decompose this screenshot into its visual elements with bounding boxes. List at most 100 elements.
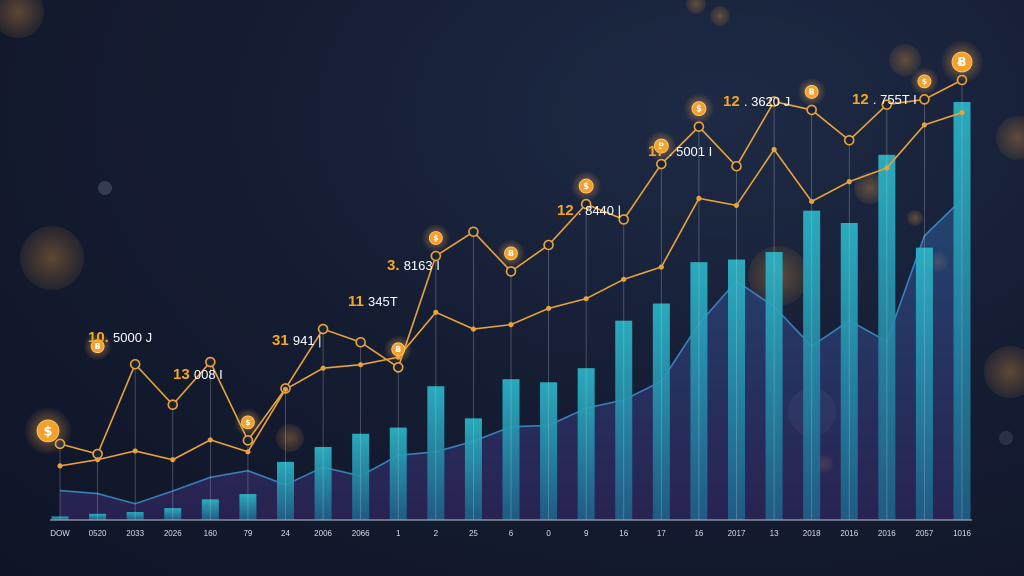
x-tick-label: 160 [204,529,218,538]
bitcoin-coin-icon [653,138,669,154]
data-point-marker [355,336,366,348]
x-tick-label: 2026 [164,529,182,538]
data-point-dot [959,109,965,116]
annotation-text: . 3620 J [744,94,790,109]
annotation-number: 12 [557,202,578,219]
dollar-coin-icon [578,178,594,194]
bokeh-circle [276,424,304,452]
bokeh-circle [996,116,1024,160]
bokeh-circle [710,6,730,26]
annotation-text: . 5001 I [669,144,712,159]
data-point-dot [245,449,251,455]
x-tick-label: 25 [469,529,478,538]
annotation-number: 12 [852,91,873,108]
bar [314,446,332,520]
data-point-marker [129,358,141,370]
x-tick-label: 2016 [840,529,858,538]
x-tick-label: 1 [396,529,401,538]
data-point-dot [207,437,213,443]
value-annotation: 12 . 8440 | [557,202,621,219]
x-tick-label: 2018 [803,529,821,538]
coin-symbol: Ƀ [809,88,815,97]
data-point-dot [282,386,289,392]
bar [540,382,558,520]
bar [690,262,708,520]
coin-symbol: Ƀ [95,342,101,351]
data-point-dot [921,122,928,128]
data-point-marker [167,399,179,411]
data-point-marker [618,214,630,225]
annotation-text: 008 I [194,367,223,382]
bokeh-circle [854,172,886,204]
bar [803,210,821,520]
x-tick-label: 13 [770,529,779,538]
dollar-coin-icon [917,74,932,89]
data-point-dot [733,202,740,208]
x-tick-label: 6 [509,529,514,538]
marker-stems [59,80,963,520]
data-point-dot [320,365,326,371]
annotation-text: 8163 I [404,258,440,273]
bar [239,494,257,520]
data-point-marker [468,226,479,238]
data-point-dot [508,322,514,328]
data-point-dot [583,296,589,302]
coin-symbol: $ [922,77,927,86]
coin-symbol: $ [245,418,250,427]
bokeh-circle [686,0,706,14]
data-point-dot [433,309,439,315]
data-point-marker [505,266,517,277]
annotation-number: 11 [348,293,368,310]
x-tick-label: 2006 [314,529,332,538]
x-tick-label: 16 [694,529,703,538]
x-tick-label: 1016 [953,529,971,538]
x-tick-label: 2017 [728,529,746,538]
dollar-coin-icon [241,415,255,430]
annotation-text: . 755T I [873,92,917,107]
bar [953,102,971,520]
line-markers [54,74,968,469]
bar [502,379,520,520]
bar [126,512,144,520]
x-tick-label: 2033 [126,529,144,538]
bokeh-circle [0,0,44,38]
bar [615,320,633,520]
annotation-number: 3. [387,257,404,274]
bokeh-circle [984,346,1024,398]
value-annotation: 12 . 755T I [852,91,917,108]
annotation-number: 10. [88,329,113,346]
value-annotation: 10. 5000 J [88,329,152,346]
annotation-number: 31 [272,332,293,349]
coin-symbol: $ [433,234,438,243]
value-annotation: 17 . 5001 I [648,143,712,160]
value-annotation: 13 008 I [173,366,223,383]
bitcoin-coin-icon [90,339,105,354]
x-tick-label: 16 [619,529,628,538]
data-point-dot [94,457,101,463]
dollar-coin-icon [428,231,443,245]
bar [878,154,896,521]
coin-symbol: Ƀ [957,55,966,69]
bokeh-circle [889,44,921,76]
value-annotation: 31 941 | [272,332,322,349]
data-point-marker [768,96,780,107]
coin-symbol: $ [696,104,702,114]
value-annotation: 12 . 3620 J [723,93,790,110]
data-point-marker [731,160,742,172]
coin-symbol: Ƀ [395,345,401,354]
x-tick-label: 2066 [352,529,370,538]
coin-symbol: Ƀ [508,249,514,258]
x-tick-label: 9 [584,529,589,538]
data-point-marker [843,134,855,146]
coin-symbol: Ƀ [658,141,664,151]
data-point-marker [205,356,216,368]
bar [164,508,182,520]
bar [352,433,370,520]
data-point-dot [358,362,364,368]
x-tick-label: 2016 [878,529,896,538]
x-tick-label: 24 [281,529,290,538]
dollar-coin-icon [691,101,707,117]
annotation-text: 5000 J [113,330,152,345]
